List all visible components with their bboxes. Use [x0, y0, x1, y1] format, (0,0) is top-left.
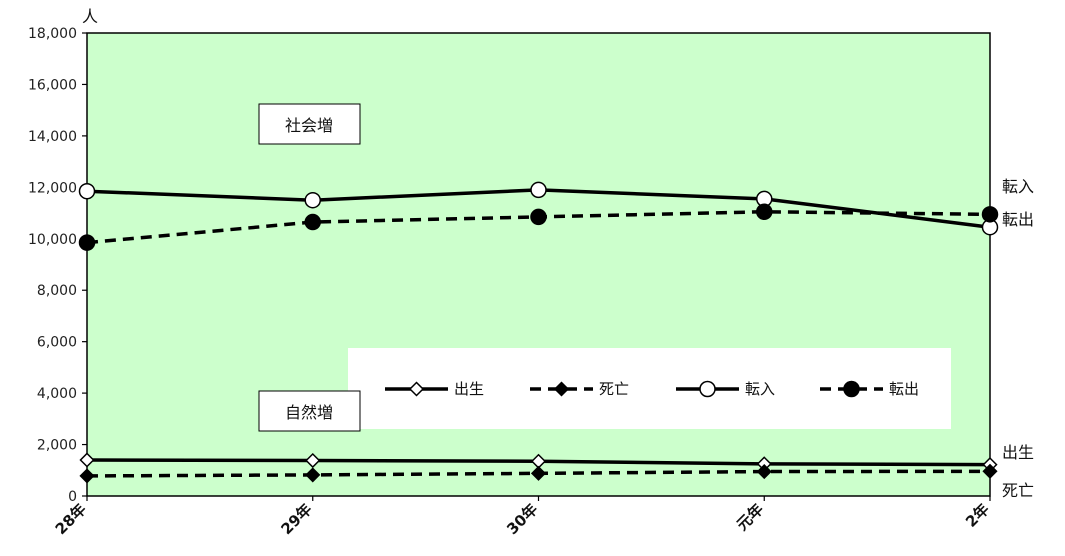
- y-tick-label: 12,000: [28, 180, 77, 196]
- y-unit-label: 人: [82, 7, 98, 26]
- annotation-natural-increase: 自然増: [258, 390, 361, 432]
- y-tick-label: 8,000: [37, 283, 77, 299]
- annotation-label: 自然増: [285, 403, 333, 422]
- legend-item: 死亡: [530, 380, 629, 398]
- legend-item: 転入: [676, 380, 775, 398]
- series-group: [78, 181, 999, 484]
- data-point: [982, 463, 998, 479]
- annotation-box: [258, 390, 361, 432]
- data-point: [756, 203, 773, 221]
- legend-label: 出生: [454, 380, 484, 398]
- legend-marker: [699, 380, 716, 398]
- legend-item: 転出: [820, 380, 919, 398]
- data-point: [79, 468, 95, 484]
- data-point: [756, 464, 772, 480]
- y-tick-label: 16,000: [28, 77, 77, 93]
- y-tick-label: 18,000: [28, 26, 77, 42]
- legend-marker: [408, 381, 425, 397]
- y-tick-label: 14,000: [28, 129, 77, 145]
- x-tick-label: 29年: [277, 500, 315, 538]
- x-tick-label: 28年: [52, 500, 90, 538]
- x-axis: 28年 29年 30年 元年 2年: [52, 496, 993, 538]
- series-2: [79, 463, 998, 484]
- data-point: [530, 208, 547, 226]
- end-label: 転出: [1002, 210, 1034, 229]
- x-tick-label: 元年: [733, 500, 767, 534]
- series-3: [78, 181, 999, 236]
- x-tick-label: 2年: [962, 500, 993, 531]
- end-label: 転入: [1002, 177, 1034, 196]
- legend-label: 死亡: [599, 380, 629, 398]
- annotation-social-increase: 社会増: [258, 103, 361, 145]
- data-point: [79, 452, 95, 468]
- legend-item: 出生: [385, 380, 484, 398]
- x-tick-label: 30年: [503, 500, 541, 538]
- data-point: [305, 467, 321, 483]
- annotation-label: 社会増: [285, 116, 333, 135]
- y-tick-label: 6,000: [37, 335, 77, 351]
- legend-label: 転出: [889, 380, 919, 398]
- y-tick-label: 0: [68, 489, 77, 505]
- data-point: [981, 206, 999, 223]
- y-tick-label: 10,000: [28, 232, 77, 248]
- legend: 出生 死亡 転入 転出: [348, 348, 951, 429]
- end-label: 死亡: [1002, 481, 1034, 500]
- end-label: 出生: [1002, 443, 1034, 462]
- y-tick-label: 4,000: [37, 386, 77, 402]
- data-point: [530, 465, 547, 481]
- y-axis: 0 2,000 4,000 6,000 8,000 10,000 12,000 14,000 1…: [28, 26, 87, 505]
- series-4: [78, 203, 999, 251]
- data-point: [304, 191, 321, 209]
- annotation-box: [258, 103, 361, 145]
- legend-marker: [843, 380, 860, 398]
- data-point: [78, 234, 96, 251]
- data-point: [530, 181, 547, 199]
- data-point: [304, 213, 321, 231]
- data-point: [305, 452, 321, 469]
- legend-marker: [553, 381, 570, 397]
- y-tick-label: 2,000: [37, 438, 77, 454]
- data-point: [78, 182, 96, 200]
- legend-label: 転入: [745, 380, 775, 398]
